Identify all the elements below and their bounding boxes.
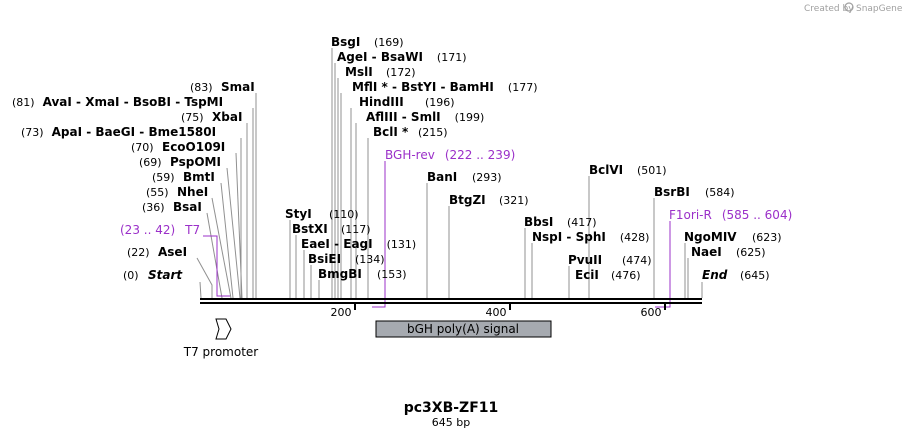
site-label-avai[interactable]: (81) AvaI - XmaI - BsoBI - TspMI <box>12 95 223 109</box>
site-pos-ecii: (476) <box>611 269 641 282</box>
site-pos-ngomiv: (623) <box>752 231 782 244</box>
tick-label-600: 600 <box>641 306 662 319</box>
site-pos-pvuii: (474) <box>622 254 652 267</box>
site-label-ecoo109i[interactable]: EcoO109I <box>162 140 225 154</box>
site-label-bstxi[interactable]: BstXI <box>292 222 328 236</box>
site-label-ngomiv[interactable]: NgoMIV <box>684 230 737 244</box>
map-title: pc3XB-ZF11 <box>404 400 499 416</box>
site-pos-bsrbi: (584) <box>705 186 735 199</box>
site-label-start[interactable]: Start <box>148 268 183 282</box>
site-pos-end: (645) <box>740 269 770 282</box>
site-label-bmgbi[interactable]: BmgBI <box>318 267 362 281</box>
feature-bgh-polya[interactable] <box>375 320 552 338</box>
site-pos-bmti: (59) <box>152 171 175 184</box>
site-pos-xbai: (75) <box>181 111 204 124</box>
site-label-bmti[interactable]: BmtI <box>183 170 215 184</box>
site-pos-hindiii: (196) <box>425 96 455 109</box>
site-label-hindiii[interactable]: HindIII <box>359 95 404 109</box>
site-label-naei[interactable]: NaeI <box>691 245 722 259</box>
site-label-asei[interactable]: AseI <box>158 245 187 259</box>
site-pos-btgzi: (321) <box>499 194 529 207</box>
site-label-eaei[interactable]: EaeI - EagI (131) <box>301 237 416 251</box>
site-leaders <box>196 48 703 299</box>
site-pos-bmgbi: (153) <box>377 268 407 281</box>
site-label-pvuii[interactable]: PvuII <box>568 253 602 267</box>
site-pos-asei: (22) <box>127 246 150 259</box>
t7-promoter-arrow-icon[interactable] <box>215 318 232 340</box>
site-label-bsiei[interactable]: BsiEI <box>308 252 341 266</box>
feature-label-t7-promoter: T7 promoter <box>183 345 259 359</box>
site-pos-bclvi: (501) <box>637 164 667 177</box>
site-label-bbsi[interactable]: BbsI <box>524 215 553 229</box>
site-pos-bsai: (36) <box>142 201 165 214</box>
site-label-end[interactable]: End <box>702 268 728 282</box>
primer-f1ori-r[interactable]: F1ori-R (585 .. 604) <box>669 208 792 222</box>
site-pos-bsgi: (169) <box>374 36 404 49</box>
site-label-smai[interactable]: SmaI <box>221 80 255 94</box>
site-pos-pspomi: (69) <box>139 156 162 169</box>
site-pos-msli: (172) <box>386 66 416 79</box>
tick-label-400: 400 <box>486 306 507 319</box>
site-label-agei[interactable]: AgeI - BsaWI (171) <box>337 50 467 64</box>
site-label-pspomi[interactable]: PspOMI <box>170 155 221 169</box>
site-label-bsai[interactable]: BsaI <box>173 200 202 214</box>
site-label-bsrbi[interactable]: BsrBI <box>654 185 690 199</box>
site-pos-nhei: (55) <box>146 186 169 199</box>
site-label-bclvi[interactable]: BclVI <box>589 163 623 177</box>
credit-brand: SnapGene <box>856 4 902 14</box>
site-pos-styi: (110) <box>329 208 359 221</box>
site-label-bani[interactable]: BanI <box>427 170 457 184</box>
site-label-bsgi[interactable]: BsgI <box>331 35 360 49</box>
site-pos-bsiei: (134) <box>355 253 385 266</box>
primer-t7[interactable]: (23 .. 42) T7 <box>120 223 200 237</box>
ruler-ticks <box>354 304 666 310</box>
site-label-nhei[interactable]: NheI <box>177 185 208 199</box>
site-label-msli[interactable]: MslI <box>345 65 373 79</box>
site-label-apai[interactable]: (73) ApaI - BaeGI - Bme1580I <box>21 125 216 139</box>
site-pos-bcli: (215) <box>418 126 448 139</box>
site-label-btgzi[interactable]: BtgZI <box>449 193 486 207</box>
credit-text: Created by <box>804 4 854 14</box>
site-label-bcli[interactable]: BclI * <box>373 125 409 139</box>
site-pos-naei: (625) <box>736 246 766 259</box>
feature-label-bgh-polya: bGH poly(A) signal <box>407 322 519 336</box>
snapgene-logo-icon <box>844 2 854 12</box>
site-label-mfli[interactable]: MflI * - BstYI - BamHI (177) <box>352 80 538 94</box>
site-label-xbai[interactable]: XbaI <box>212 110 242 124</box>
site-label-afliii[interactable]: AflIII - SmlI (199) <box>366 110 484 124</box>
primer-bgh-rev[interactable]: BGH-rev (222 .. 239) <box>385 148 515 162</box>
site-pos-smai: (83) <box>190 81 213 94</box>
site-pos-bani: (293) <box>472 171 502 184</box>
site-label-nspi[interactable]: NspI - SphI (428) <box>532 230 649 244</box>
site-pos-bbsi: (417) <box>567 216 597 229</box>
map-length: 645 bp <box>432 416 470 429</box>
tick-label-200: 200 <box>331 306 352 319</box>
primer-leaders <box>203 161 671 308</box>
site-pos-ecoo109i: (70) <box>131 141 154 154</box>
site-pos-bstxi: (117) <box>341 223 371 236</box>
site-pos-start: (0) <box>123 269 139 282</box>
site-label-ecii[interactable]: EciI <box>575 268 599 282</box>
site-label-styi[interactable]: StyI <box>285 207 312 221</box>
